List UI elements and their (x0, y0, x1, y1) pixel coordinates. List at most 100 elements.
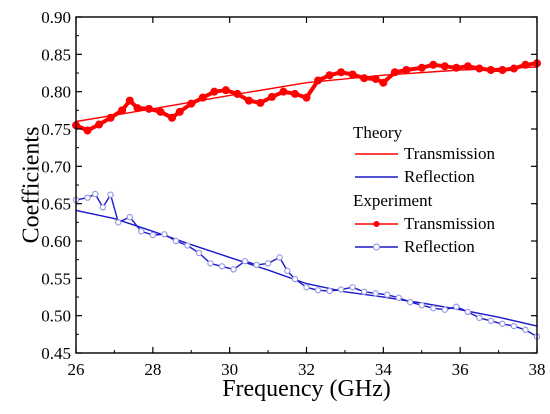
ticks-layer: 26 28 30 32 34 36 38 0.45 0.50 0.55 0.60 0.65 0.70 0.… (41, 8, 545, 379)
experiment-reflection-point (264, 260, 272, 267)
experiment-transmission-point (302, 93, 311, 102)
experiment-reflection-point (441, 306, 448, 313)
experiment-reflection-point (314, 287, 322, 294)
experiment-transmission-point (348, 70, 357, 79)
experiment-transmission-point (133, 104, 142, 113)
series-layer (72, 59, 541, 340)
legend-group-title: Experiment (353, 191, 433, 210)
experiment-reflection-point (487, 317, 495, 325)
x-tick-label: 28 (144, 360, 161, 379)
y-tick-label: 0.90 (41, 8, 71, 27)
legend-entry-label: Transmission (404, 144, 496, 163)
experiment-transmission-point (187, 99, 196, 108)
y-tick-label: 0.45 (41, 344, 71, 363)
experiment-transmission-point (325, 71, 334, 80)
experiment-transmission-point (486, 66, 495, 75)
experiment-transmission-point (168, 113, 177, 122)
experiment-reflection-point (99, 204, 107, 211)
experiment-transmission-point (83, 126, 92, 135)
x-tick-label: 30 (221, 360, 238, 379)
experiment-transmission-point (279, 87, 288, 96)
x-axis-title: Frequency (GHz) (222, 376, 391, 402)
y-tick-label: 0.80 (41, 83, 71, 102)
experiment-transmission-point (360, 74, 369, 83)
experiment-transmission-point (106, 113, 115, 122)
y-tick-label: 0.50 (41, 307, 71, 326)
experiment-transmission-point (463, 62, 472, 71)
experiment-transmission-point (417, 63, 426, 72)
experiment-reflection-point (218, 263, 226, 270)
experiment-reflection-point (464, 308, 472, 316)
experiment-reflection-point (138, 228, 145, 235)
experiment-transmission-point (244, 96, 253, 105)
legend-entry-label: Transmission (404, 214, 496, 233)
experiment-reflection-point (418, 302, 425, 309)
experiment-transmission-point (233, 89, 242, 98)
experiment-transmission-point (95, 120, 104, 129)
legend-group-title: Theory (353, 123, 403, 142)
experiment-transmission-point (475, 64, 484, 73)
experiment-reflection-point (184, 242, 191, 249)
legend-swatch-marker (373, 221, 380, 227)
experiment-reflection-point (92, 190, 99, 198)
experiment-reflection-point (107, 191, 114, 198)
experiment-transmission-point (371, 74, 380, 83)
y-tick-label: 0.55 (41, 269, 71, 288)
experiment-reflection-point (430, 305, 437, 312)
experiment-reflection-point (337, 286, 345, 293)
experiment-reflection-point (349, 284, 356, 291)
experiment-transmission-point (429, 60, 438, 69)
y-tick-label: 0.65 (41, 195, 71, 214)
experiment-reflection-point (276, 254, 283, 261)
experiment-reflection-point (383, 291, 391, 298)
experiment-reflection-point (253, 261, 260, 269)
experiment-reflection-point (284, 267, 291, 275)
experiment-transmission-point (390, 68, 399, 77)
experiment-reflection-point (161, 231, 168, 238)
x-tick-label: 38 (529, 360, 546, 379)
experiment-reflection-point (499, 320, 506, 328)
experiment-transmission-point (267, 92, 276, 101)
experiment-reflection-point (207, 260, 214, 267)
legend: TheoryTransmissionReflectionExperimentTr… (353, 123, 496, 256)
experiment-transmission-point (175, 107, 184, 116)
x-tick-label: 26 (68, 360, 85, 379)
experiment-reflection-point (195, 249, 203, 257)
experiment-reflection-point (303, 284, 310, 291)
y-tick-label: 0.75 (41, 120, 71, 139)
experiment-transmission-point (144, 104, 153, 113)
experiment-transmission-point (521, 60, 530, 69)
experiment-reflection-point (84, 194, 91, 201)
legend-entry-label: Reflection (404, 237, 475, 256)
experiment-reflection-point (126, 213, 133, 221)
experiment-transmission-point (509, 64, 518, 73)
experiment-transmission-point (314, 76, 323, 85)
experiment-transmission-point (118, 106, 127, 115)
experiment-reflection-point (230, 266, 237, 273)
experiment-reflection-point (149, 231, 157, 239)
experiment-transmission-point (221, 86, 230, 95)
experiment-transmission-point (337, 68, 346, 77)
y-axis-title: Coefficients (18, 127, 44, 244)
experiment-transmission-point (452, 63, 461, 72)
experiment-reflection-point (395, 294, 402, 301)
experiment-reflection-point (372, 290, 379, 297)
experiment-reflection-point (241, 257, 249, 265)
y-tick-label: 0.85 (41, 45, 71, 64)
legend-entry-label: Reflection (404, 167, 475, 186)
theory-reflection-line (75, 209, 538, 327)
experiment-reflection-point (407, 299, 414, 306)
y-tick-label: 0.70 (41, 157, 71, 176)
y-tick-label: 0.60 (41, 232, 71, 251)
x-tick-label: 32 (298, 360, 315, 379)
experiment-reflection-point (453, 303, 460, 310)
experiment-transmission-point (498, 66, 507, 75)
x-tick-label: 34 (375, 360, 393, 379)
experiment-transmission-point (156, 107, 165, 116)
experiment-reflection-point (510, 322, 518, 330)
experiment-reflection-point (115, 219, 122, 226)
legend-swatch-marker (372, 243, 381, 251)
experiment-transmission-point (256, 98, 265, 107)
experiment-transmission-point (210, 87, 219, 96)
